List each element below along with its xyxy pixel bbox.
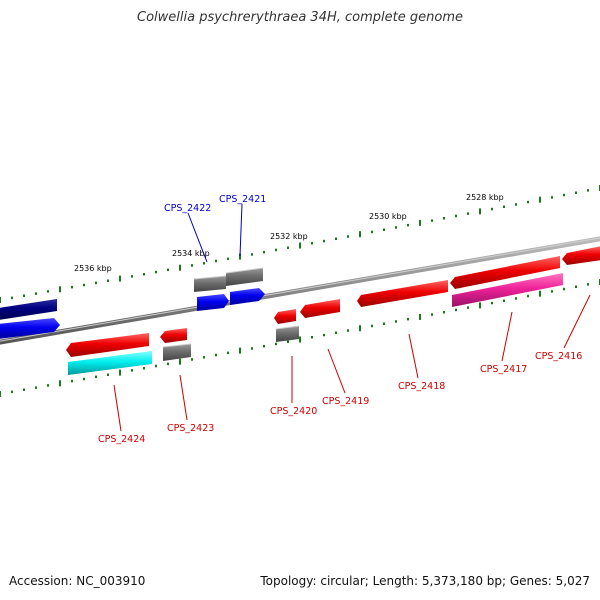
gene-blue-left[interactable] xyxy=(0,318,60,339)
scale-label-2536: 2536 kbp xyxy=(74,264,112,273)
scale-label-2530: 2530 kbp xyxy=(369,212,407,221)
gene-red-2419[interactable] xyxy=(300,299,340,318)
gene-label-cps-2422[interactable]: CPS_2422 xyxy=(164,203,211,214)
gene-navy-left[interactable] xyxy=(0,299,57,320)
leader-lines xyxy=(113,203,591,432)
gene-blue-2421[interactable] xyxy=(230,288,265,305)
gene-gray-2420[interactable] xyxy=(275,325,300,342)
genome-backbone xyxy=(0,236,600,345)
gene-red-2423[interactable] xyxy=(160,328,187,343)
gene-label-cps-2418[interactable]: CPS_2418 xyxy=(398,381,445,392)
gene-red-2420[interactable] xyxy=(274,309,296,324)
gene-label-cps-2424[interactable]: CPS_2424 xyxy=(98,434,145,445)
gene-red-2418[interactable] xyxy=(357,280,448,307)
scale-label-2534: 2534 kbp xyxy=(172,249,210,258)
gene-magenta-2417[interactable] xyxy=(452,273,563,307)
gene-red-2424[interactable] xyxy=(66,333,149,357)
gene-cyan-2424[interactable] xyxy=(68,351,152,375)
lower-tick-ring xyxy=(0,279,600,397)
gene-red-2417[interactable] xyxy=(450,256,560,289)
gene-label-cps-2416[interactable]: CPS_2416 xyxy=(535,351,582,362)
accession-text: Accession: NC_003910 xyxy=(9,574,146,588)
gene-label-cps-2423[interactable]: CPS_2423 xyxy=(167,423,214,434)
gene-label-cps-2421[interactable]: CPS_2421 xyxy=(219,194,266,205)
gene-label-cps-2417[interactable]: CPS_2417 xyxy=(480,364,527,375)
gene-red-2416[interactable] xyxy=(562,246,600,265)
gene-label-cps-2420[interactable]: CPS_2420 xyxy=(270,406,317,417)
gene-gray-b[interactable] xyxy=(225,267,264,286)
gene-label-cps-2419[interactable]: CPS_2419 xyxy=(322,396,369,407)
gene-gray-2423[interactable] xyxy=(162,343,192,361)
gene-blue-2422[interactable] xyxy=(197,294,229,311)
scale-label-2528: 2528 kbp xyxy=(466,193,504,202)
scale-label-2532: 2532 kbp xyxy=(270,232,308,241)
upper-tick-ring xyxy=(0,185,600,303)
gene-gray-a[interactable] xyxy=(193,275,227,292)
map-title: Colwellia psychrerythraea 34H, complete … xyxy=(137,10,463,25)
genome-summary-text: Topology: circular; Length: 5,373,180 bp… xyxy=(260,574,590,588)
